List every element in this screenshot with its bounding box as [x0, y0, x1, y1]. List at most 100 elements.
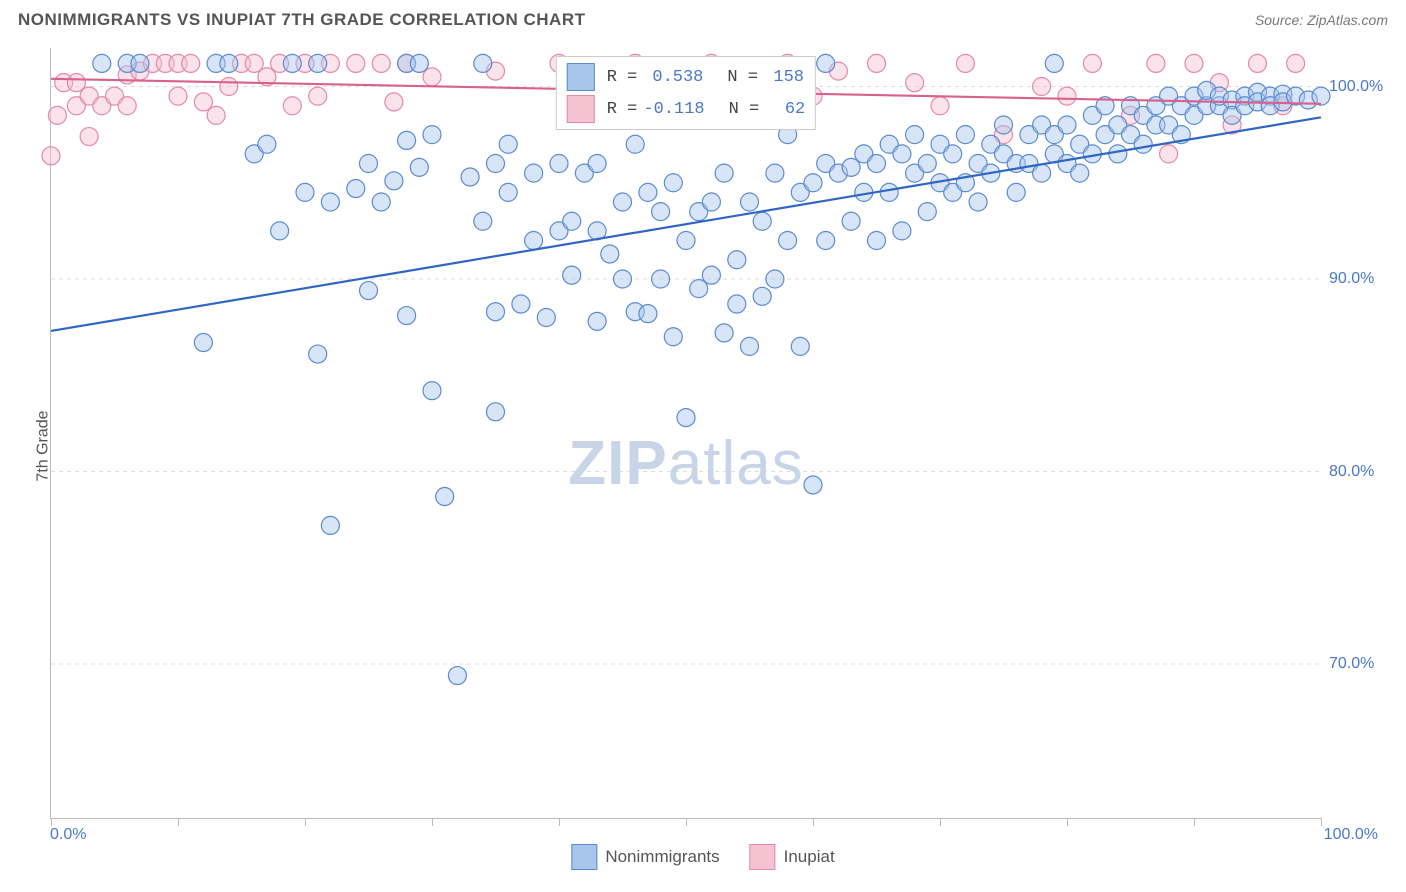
data-point	[220, 78, 238, 96]
data-point	[499, 183, 517, 201]
data-point	[525, 164, 543, 182]
data-point	[664, 174, 682, 192]
x-tick	[178, 818, 179, 826]
data-point	[194, 334, 212, 352]
data-point	[1045, 54, 1063, 72]
n-label: N =	[729, 100, 760, 119]
data-point	[906, 74, 924, 92]
data-point	[461, 168, 479, 186]
legend-swatch	[750, 844, 776, 870]
data-point	[1071, 164, 1089, 182]
data-point	[753, 212, 771, 230]
data-point	[474, 212, 492, 230]
data-point	[1033, 78, 1051, 96]
data-point	[1312, 87, 1330, 105]
data-point	[868, 155, 886, 173]
data-point	[766, 164, 784, 182]
x-tick	[51, 818, 52, 826]
legend-swatch	[567, 63, 595, 91]
data-point	[448, 667, 466, 685]
data-point	[918, 203, 936, 221]
data-point	[372, 54, 390, 72]
x-tick	[940, 818, 941, 826]
data-point	[347, 54, 365, 72]
data-point	[271, 222, 289, 240]
data-point	[677, 409, 695, 427]
data-point	[677, 232, 695, 250]
data-point	[169, 87, 187, 105]
data-point	[728, 251, 746, 269]
data-point	[842, 212, 860, 230]
data-point	[372, 193, 390, 211]
y-tick-label: 70.0%	[1329, 655, 1374, 673]
data-point	[1185, 54, 1203, 72]
r-value: 0.538	[643, 68, 703, 87]
data-point	[741, 193, 759, 211]
legend-stats-box: R =0.538N =158R =-0.118N =62	[556, 56, 816, 130]
data-point	[817, 232, 835, 250]
data-point	[753, 287, 771, 305]
y-tick-label: 100.0%	[1329, 78, 1383, 96]
data-point	[868, 232, 886, 250]
data-point	[360, 155, 378, 173]
data-point	[309, 345, 327, 363]
data-point	[702, 193, 720, 211]
data-point	[1033, 164, 1051, 182]
data-point	[245, 54, 263, 72]
data-point	[67, 74, 85, 92]
data-point	[817, 54, 835, 72]
data-point	[563, 266, 581, 284]
data-point	[423, 126, 441, 144]
chart-title: NONIMMIGRANTS VS INUPIAT 7TH GRADE CORRE…	[18, 10, 585, 29]
data-point	[550, 155, 568, 173]
data-point	[1160, 145, 1178, 163]
data-point	[385, 93, 403, 111]
r-label: R =	[607, 68, 638, 87]
x-tick	[813, 818, 814, 826]
legend-swatch	[571, 844, 597, 870]
legend-stats-row: R = 0.538 N = 158	[567, 61, 805, 93]
data-point	[588, 312, 606, 330]
legend-item: Inupiat	[750, 844, 835, 870]
data-point	[309, 54, 327, 72]
data-point	[385, 172, 403, 190]
data-point	[487, 303, 505, 321]
data-point	[728, 295, 746, 313]
data-point	[423, 68, 441, 86]
data-point	[194, 93, 212, 111]
x-tick-min: 0.0%	[50, 826, 86, 844]
data-point	[1147, 54, 1165, 72]
data-point	[360, 282, 378, 300]
n-value: 158	[764, 68, 804, 87]
legend-bottom: NonimmigrantsInupiat	[571, 844, 834, 870]
x-tick	[1194, 818, 1195, 826]
data-point	[131, 54, 149, 72]
data-point	[1109, 145, 1127, 163]
data-point	[283, 54, 301, 72]
n-label: N =	[727, 68, 758, 87]
source-label: Source: ZipAtlas.com	[1255, 12, 1388, 28]
r-label: R =	[607, 100, 638, 119]
legend-stats-row: R =-0.118N =62	[567, 93, 805, 125]
data-point	[258, 135, 276, 153]
data-point	[715, 324, 733, 342]
data-point	[868, 54, 886, 72]
data-point	[207, 106, 225, 124]
data-point	[537, 309, 555, 327]
n-value: 62	[765, 100, 805, 119]
data-point	[347, 180, 365, 198]
x-tick	[1321, 818, 1322, 826]
data-point	[487, 403, 505, 421]
data-point	[321, 193, 339, 211]
data-point	[652, 203, 670, 221]
data-point	[766, 270, 784, 288]
y-tick-label: 90.0%	[1329, 270, 1374, 288]
data-point	[702, 266, 720, 284]
data-point	[842, 158, 860, 176]
y-tick-label: 80.0%	[1329, 463, 1374, 481]
data-point	[931, 97, 949, 115]
data-point	[309, 87, 327, 105]
data-point	[118, 97, 136, 115]
data-point	[906, 126, 924, 144]
data-point	[525, 232, 543, 250]
